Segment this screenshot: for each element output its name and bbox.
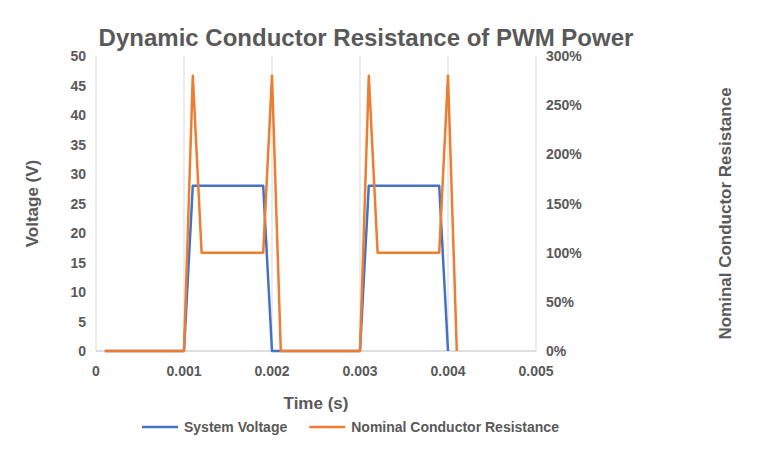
y-tick-label: 30	[70, 166, 86, 182]
y-tick-label: 0	[78, 343, 86, 359]
x-tick-label: 0	[92, 363, 100, 379]
y-tick-label: 20	[70, 225, 86, 241]
y2-tick-label: 0%	[546, 343, 567, 359]
x-tick-label: 0.005	[518, 363, 553, 379]
legend: System Voltage Nominal Conductor Resistan…	[142, 419, 559, 435]
y2-tick-label: 50%	[546, 294, 575, 310]
y2-tick-label: 250%	[546, 97, 582, 113]
x-tick-label: 0.003	[342, 363, 377, 379]
series-line	[105, 76, 457, 351]
y-tick-label: 50	[70, 48, 86, 64]
y-axis-title: Voltage (V)	[23, 160, 42, 248]
x-tick-label: 0.004	[430, 363, 465, 379]
y-tick-label: 10	[70, 284, 86, 300]
y2-tick-label: 150%	[546, 196, 582, 212]
legend-label: System Voltage	[184, 419, 287, 435]
y2-tick-label: 300%	[546, 48, 582, 64]
plot-area	[105, 76, 457, 351]
y2-tick-label: 100%	[546, 245, 582, 261]
x-axis-title: Time (s)	[284, 394, 349, 413]
y-tick-label: 25	[70, 196, 86, 212]
y-tick-label: 5	[78, 314, 86, 330]
y-tick-label: 15	[70, 255, 86, 271]
x-tick-label: 0.001	[166, 363, 201, 379]
legend-swatch	[309, 426, 345, 429]
grid-line	[96, 56, 97, 351]
y-tick-label: 40	[70, 107, 86, 123]
grid-line	[536, 56, 537, 351]
y2-axis-title: Nominal Conductor Resistance	[716, 87, 735, 339]
y-tick-label: 45	[70, 78, 86, 94]
chart: Dynamic Conductor Resistance of PWM Powe…	[0, 0, 763, 459]
x-tick-label: 0.002	[254, 363, 289, 379]
y-tick-label: 35	[70, 137, 86, 153]
background	[0, 0, 763, 459]
title: Dynamic Conductor Resistance of PWM Powe…	[99, 24, 634, 51]
y2-tick-label: 200%	[546, 146, 582, 162]
legend-swatch	[142, 426, 178, 429]
legend-label: Nominal Conductor Resistance	[351, 419, 559, 435]
